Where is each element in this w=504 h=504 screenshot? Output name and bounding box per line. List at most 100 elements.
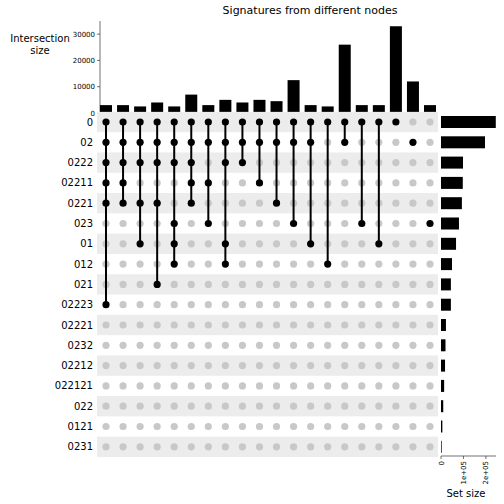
member-dot — [375, 118, 382, 125]
set-size-bar — [441, 197, 462, 209]
intersection-bar — [424, 105, 436, 113]
empty-dot — [239, 301, 246, 308]
empty-dot — [137, 301, 144, 308]
empty-dot — [375, 403, 382, 410]
set-size-bar — [441, 116, 496, 128]
member-dot — [102, 139, 109, 146]
empty-dot — [375, 261, 382, 268]
intersection-bar — [253, 100, 265, 113]
empty-dot — [188, 220, 195, 227]
empty-dot — [119, 362, 126, 369]
member-dot — [341, 118, 348, 125]
empty-dot — [154, 382, 161, 389]
empty-dot — [171, 362, 178, 369]
empty-dot — [154, 342, 161, 349]
set-size-bar — [441, 238, 456, 250]
empty-dot — [239, 261, 246, 268]
empty-dot — [358, 403, 365, 410]
empty-dot — [341, 240, 348, 247]
empty-dot — [392, 301, 399, 308]
empty-dot — [256, 281, 263, 288]
y-axis-line — [100, 21, 101, 113]
empty-dot — [119, 443, 126, 450]
empty-dot — [273, 382, 280, 389]
member-line — [293, 122, 295, 224]
set-size-bar — [441, 360, 445, 372]
empty-dot — [119, 220, 126, 227]
empty-dot — [119, 240, 126, 247]
empty-dot — [273, 240, 280, 247]
empty-dot — [324, 362, 331, 369]
empty-dot — [409, 342, 416, 349]
label-line: size — [30, 45, 49, 56]
empty-dot — [307, 403, 314, 410]
empty-dot — [392, 179, 399, 186]
member-line — [378, 122, 380, 244]
member-dot — [154, 281, 161, 288]
row-stripe — [97, 152, 438, 172]
set-size-bar — [441, 441, 442, 453]
empty-dot — [222, 443, 229, 450]
member-dot — [426, 220, 433, 227]
empty-dot — [409, 403, 416, 410]
empty-dot — [341, 220, 348, 227]
empty-dot — [256, 403, 263, 410]
empty-dot — [358, 443, 365, 450]
empty-dot — [188, 240, 195, 247]
member-dot — [188, 179, 195, 186]
member-dot — [375, 240, 382, 247]
empty-dot — [205, 382, 212, 389]
empty-dot — [392, 261, 399, 268]
set-size-bar — [441, 157, 463, 169]
empty-dot — [154, 362, 161, 369]
intersection-bar — [117, 105, 129, 113]
set-size-bar — [441, 258, 452, 270]
empty-dot — [426, 200, 433, 207]
member-dot — [222, 240, 229, 247]
empty-dot — [222, 423, 229, 430]
empty-dot — [188, 382, 195, 389]
empty-dot — [426, 261, 433, 268]
empty-dot — [137, 362, 144, 369]
set-name: 02211 — [61, 177, 93, 188]
member-dot — [392, 118, 399, 125]
set-name: 022 — [74, 401, 93, 412]
row-stripe — [97, 274, 438, 294]
set-size-bars — [441, 116, 496, 453]
intersection-bar — [288, 80, 300, 113]
row-stripe — [97, 355, 438, 375]
chart: Signatures from different nodesIntersect… — [0, 0, 504, 504]
empty-dot — [256, 220, 263, 227]
empty-dot — [307, 261, 314, 268]
empty-dot — [409, 321, 416, 328]
empty-dot — [358, 362, 365, 369]
member-dot — [205, 220, 212, 227]
empty-dot — [324, 423, 331, 430]
empty-dot — [409, 362, 416, 369]
member-dot — [307, 139, 314, 146]
empty-dot — [205, 240, 212, 247]
empty-dot — [222, 403, 229, 410]
member-dot — [324, 118, 331, 125]
empty-dot — [205, 403, 212, 410]
empty-dot — [273, 423, 280, 430]
x-tick — [485, 456, 486, 459]
member-dot — [188, 200, 195, 207]
intersection-bar — [407, 81, 419, 113]
member-line — [276, 122, 278, 203]
member-dot — [171, 139, 178, 146]
empty-dot — [392, 139, 399, 146]
member-dot — [137, 240, 144, 247]
empty-dot — [426, 443, 433, 450]
empty-dot — [137, 403, 144, 410]
empty-dot — [154, 443, 161, 450]
empty-dot — [290, 423, 297, 430]
empty-dot — [341, 342, 348, 349]
member-dot — [341, 139, 348, 146]
empty-dot — [375, 423, 382, 430]
empty-dot — [392, 159, 399, 166]
intersection-bar — [202, 105, 214, 113]
y-axis-label: Intersectionsize — [10, 33, 70, 56]
empty-dot — [171, 403, 178, 410]
empty-dot — [205, 443, 212, 450]
